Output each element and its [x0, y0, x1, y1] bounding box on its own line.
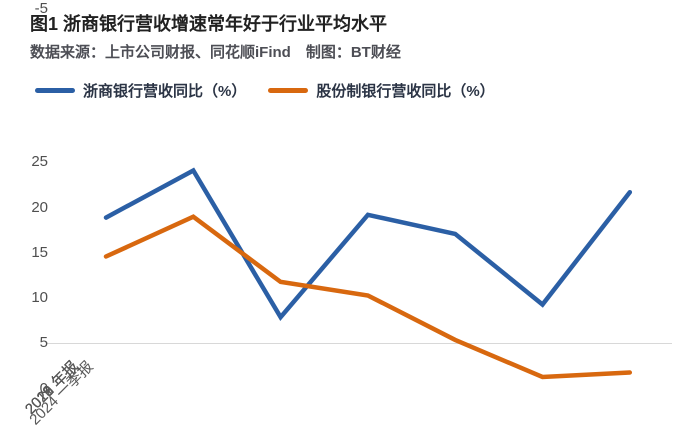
- chart-legend: 浙商银行营收同比（%） 股份制银行营收同比（%）: [35, 80, 495, 101]
- y-axis-tick: 25: [31, 153, 48, 170]
- y-axis-tick: -5: [34, 0, 48, 17]
- legend-line-swatch-blue-icon: [35, 88, 75, 93]
- legend-label-zheshang-bank: 浙商银行营收同比（%）: [83, 83, 247, 100]
- legend-label-joint-stock-banks: 股份制银行营收同比（%）: [316, 83, 495, 100]
- y-axis-tick: 10: [31, 289, 48, 306]
- figure-source-note: 数据来源：上市公司财报、同花顺iFind 制图：BT财经: [30, 44, 401, 61]
- legend-item-zheshang-bank: 浙商银行营收同比（%）: [35, 80, 246, 101]
- series-line-zheshang-bank-revenue-yoy: [103, 167, 633, 322]
- legend-item-joint-stock-banks: 股份制银行营收同比（%）: [268, 80, 495, 101]
- y-axis-tick: 15: [31, 244, 48, 261]
- y-axis-tick: 20: [31, 199, 48, 216]
- y-axis-tick: 0: [39, 380, 48, 397]
- zero-gridline: [47, 343, 672, 344]
- series-line-joint-stock-banks-revenue-yoy: [103, 214, 633, 380]
- y-axis-tick: 5: [39, 334, 48, 351]
- figure-title: 图1 浙商银行营收增速常年好于行业平均水平: [30, 14, 388, 34]
- legend-line-swatch-orange-icon: [268, 88, 309, 93]
